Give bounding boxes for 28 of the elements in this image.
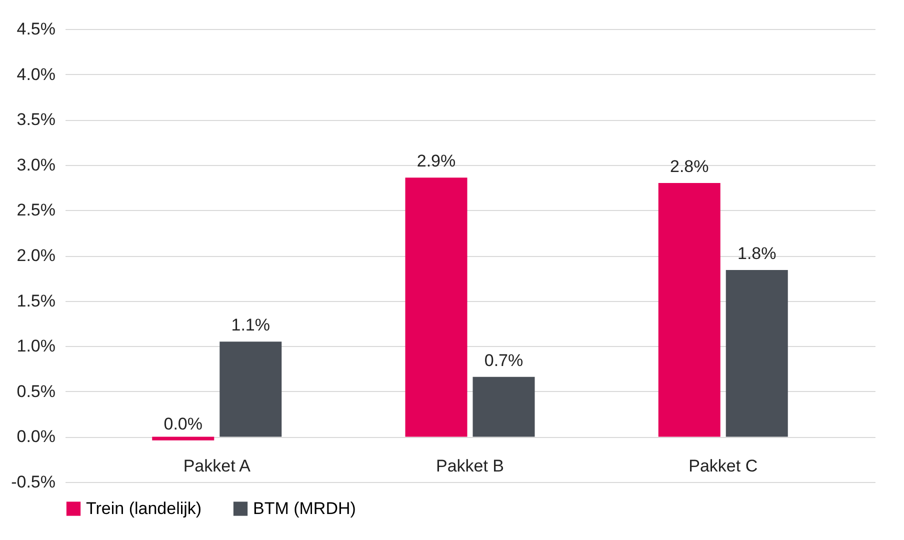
x-tick-label: Pakket B (436, 456, 504, 476)
y-tick-label: 0.5% (16, 382, 56, 401)
bar (405, 178, 468, 437)
x-tick-label: Pakket C (688, 456, 758, 476)
data-label: 2.8% (670, 157, 709, 176)
y-tick-label: -0.5% (11, 472, 56, 492)
legend-label: BTM (MRDH) (253, 498, 356, 518)
y-tick-label: 0.0% (16, 427, 56, 446)
y-tick-label: 1.5% (16, 291, 56, 310)
y-tick-label: 2.0% (16, 246, 56, 265)
y-tick-label: 2.5% (16, 200, 56, 220)
bar (472, 376, 535, 437)
data-label: 2.9% (416, 152, 456, 171)
bar (726, 270, 788, 437)
bar (152, 436, 214, 440)
data-label: 1.1% (231, 316, 270, 335)
y-tick-label: 4.0% (16, 64, 56, 84)
bar (658, 183, 720, 437)
data-label: 1.8% (738, 244, 776, 263)
x-tick-label: Pakket A (183, 456, 252, 476)
legend-label: Trein (landelijk) (86, 498, 202, 518)
data-label: 0.7% (484, 350, 524, 370)
y-tick-label: 4.5% (16, 20, 56, 38)
y-tick-label: 1.0% (16, 336, 56, 356)
data-label: 0.0% (164, 414, 202, 434)
bar (220, 342, 282, 437)
y-tick-label: 3.0% (16, 155, 56, 174)
y-tick-label: 3.5% (16, 110, 56, 130)
